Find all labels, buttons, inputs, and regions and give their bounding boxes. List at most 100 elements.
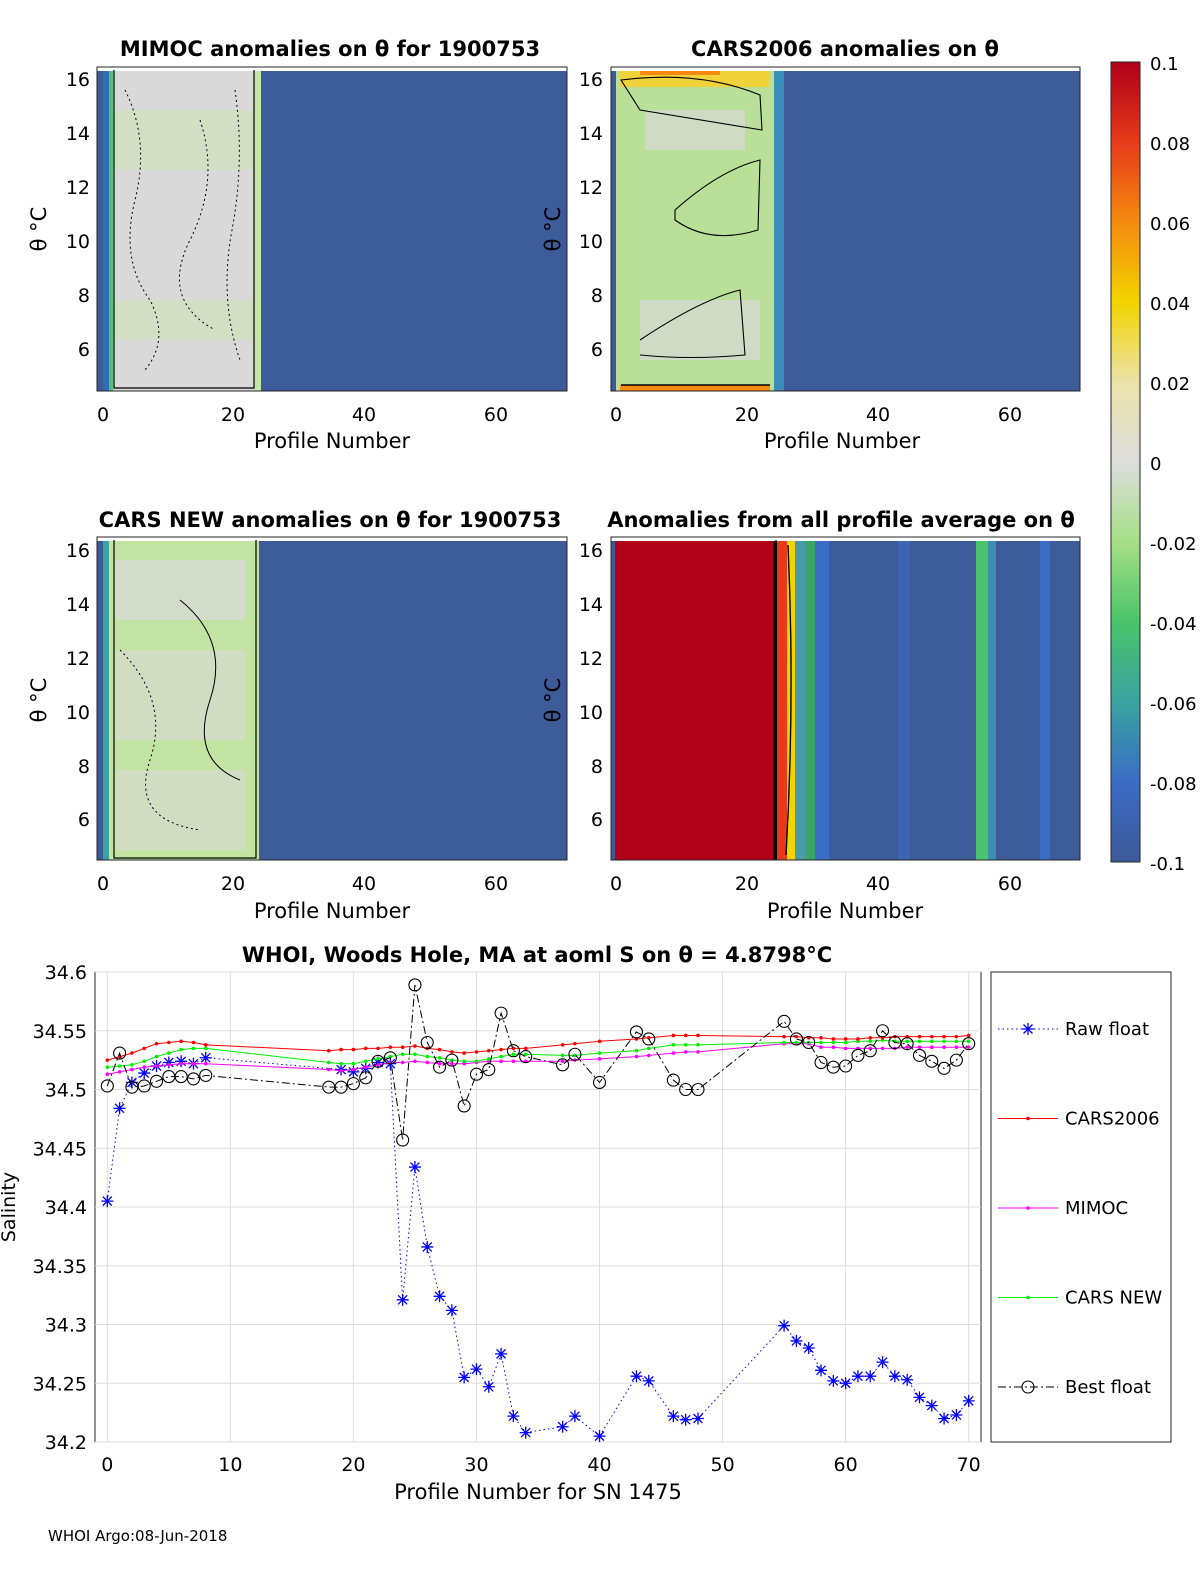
series-line [107,1035,969,1061]
data-point [843,1037,848,1041]
data-point [425,1060,430,1065]
y-tick-label: 34.35 [33,1256,87,1278]
data-point [634,1048,639,1053]
data-point [199,1068,213,1082]
legend-item: Best float [998,1377,1151,1398]
svg-text:20: 20 [221,873,245,895]
data-point [839,1059,853,1073]
data-point [167,1051,171,1055]
data-point [831,1045,836,1049]
svg-text:40: 40 [866,404,890,426]
data-point [1026,1295,1030,1300]
data-point [691,1082,705,1097]
data-point [802,1035,816,1050]
data-point [376,1063,380,1067]
data-point [802,1342,815,1354]
data-point [137,1079,151,1093]
data-point [863,1044,877,1058]
data-point [597,1039,602,1044]
data-point [339,1061,343,1066]
svg-text:0.02: 0.02 [1150,374,1190,395]
data-point [876,1024,890,1038]
data-point [888,1370,901,1383]
data-point [942,1045,946,1049]
data-point [683,1033,688,1038]
data-point [138,1067,151,1080]
panel-cars2006: CARS2006 anomalies on θ 16 14 12 10 8 6 … [541,37,1081,453]
data-point [929,1045,934,1049]
data-point [376,1057,380,1061]
data-point [523,1046,528,1051]
data-point [191,1046,196,1051]
data-point [794,1040,799,1045]
data-point [433,1290,446,1303]
data-point [154,1054,159,1059]
data-point [445,1304,458,1317]
y-axis-label: θ °C [27,678,51,723]
data-point [117,1064,122,1068]
panel-allavg: Anomalies from all profile average on θ … [541,508,1081,923]
data-point [105,1072,110,1077]
data-point [696,1043,700,1047]
series-line [107,1043,969,1075]
data-point [203,1061,208,1066]
data-point [462,1051,466,1055]
svg-text:6: 6 [591,809,603,831]
x-ticks: 0 10 20 30 40 50 60 70 [101,1454,981,1476]
svg-text:40: 40 [352,404,376,426]
data-point [408,978,422,992]
data-point [966,1045,971,1049]
data-point [794,1034,799,1039]
data-point [950,1408,963,1421]
legend-item: MIMOC [998,1198,1128,1219]
svg-text:0: 0 [610,404,622,426]
data-point [917,1039,922,1044]
svg-text:0: 0 [1150,454,1161,475]
x-tick-label: 10 [218,1454,242,1476]
data-point [864,1370,877,1383]
svg-text:16: 16 [579,540,603,562]
data-point [179,1039,183,1044]
x-axis-label: Profile Number [254,429,411,453]
data-point [113,1046,127,1060]
y-tick-label: 34.2 [45,1432,87,1454]
data-point [671,1033,676,1038]
data-point [511,1052,516,1057]
data-point [437,1047,442,1052]
data-point [880,1046,885,1051]
data-point [359,1071,373,1085]
data-point [396,1293,409,1306]
data-point [396,1133,410,1147]
svg-text:14: 14 [579,123,603,145]
legend-item: Raw float [998,1019,1149,1040]
data-point [175,1055,188,1068]
legend-box [990,971,1172,1443]
svg-text:0: 0 [97,873,109,895]
data-point [162,1056,175,1069]
x-tick-label: 20 [341,1454,365,1476]
data-point [573,1041,577,1046]
data-point [445,1053,459,1067]
legend-label: MIMOC [1065,1198,1128,1219]
data-point [450,1061,454,1066]
data-point [556,1420,569,1433]
y-axis-label: θ °C [27,207,51,252]
data-point [937,1061,951,1075]
data-point [819,1036,823,1040]
data-point [560,1053,565,1058]
data-point [1022,1023,1034,1035]
legend-item: CARS2006 [998,1109,1160,1130]
data-point [1021,1380,1035,1394]
data-point [408,1161,421,1174]
data-point [339,1068,343,1073]
svg-text:6: 6 [78,809,90,831]
data-point [782,1040,786,1045]
data-point [372,1056,385,1069]
data-point [568,1410,581,1423]
y-ticks: 34.6 34.55 34.5 34.45 34.4 34.35 34.3 34.25 34.2 [33,962,87,1454]
data-point [482,1380,495,1393]
data-point [363,1046,368,1051]
y-tick-label: 34.4 [45,1197,87,1219]
data-point [868,1036,873,1040]
data-point [592,1075,607,1089]
